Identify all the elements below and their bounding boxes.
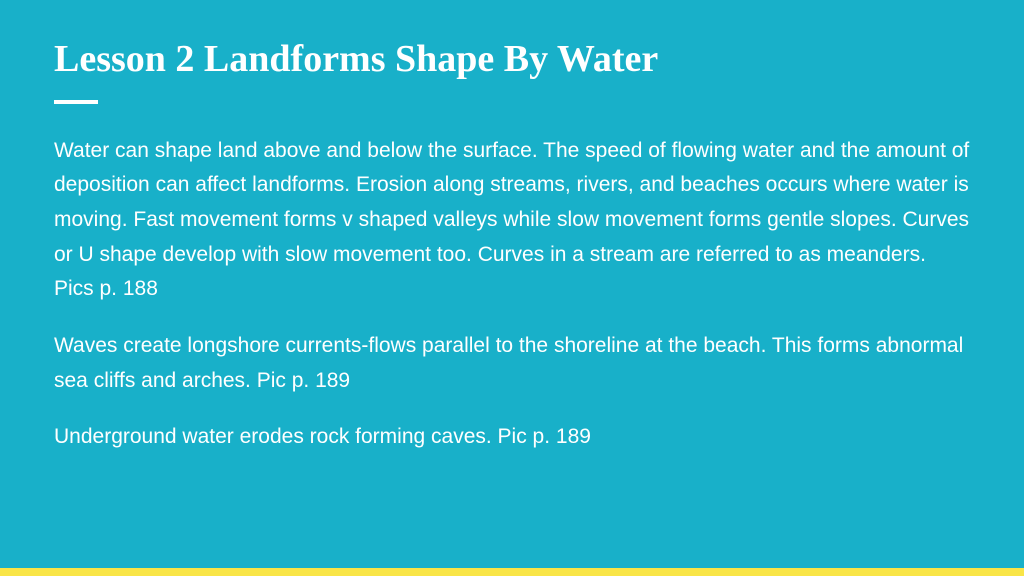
- slide: Lesson 2 Landforms Shape By Water Water …: [0, 0, 1024, 576]
- body-text: Water can shape land above and below the…: [54, 134, 970, 455]
- paragraph: Water can shape land above and below the…: [54, 134, 970, 307]
- paragraph: Underground water erodes rock forming ca…: [54, 420, 970, 455]
- accent-bar: [0, 568, 1024, 576]
- title-underline: [54, 100, 98, 104]
- page-title: Lesson 2 Landforms Shape By Water: [54, 38, 970, 82]
- paragraph: Waves create longshore currents-flows pa…: [54, 329, 970, 398]
